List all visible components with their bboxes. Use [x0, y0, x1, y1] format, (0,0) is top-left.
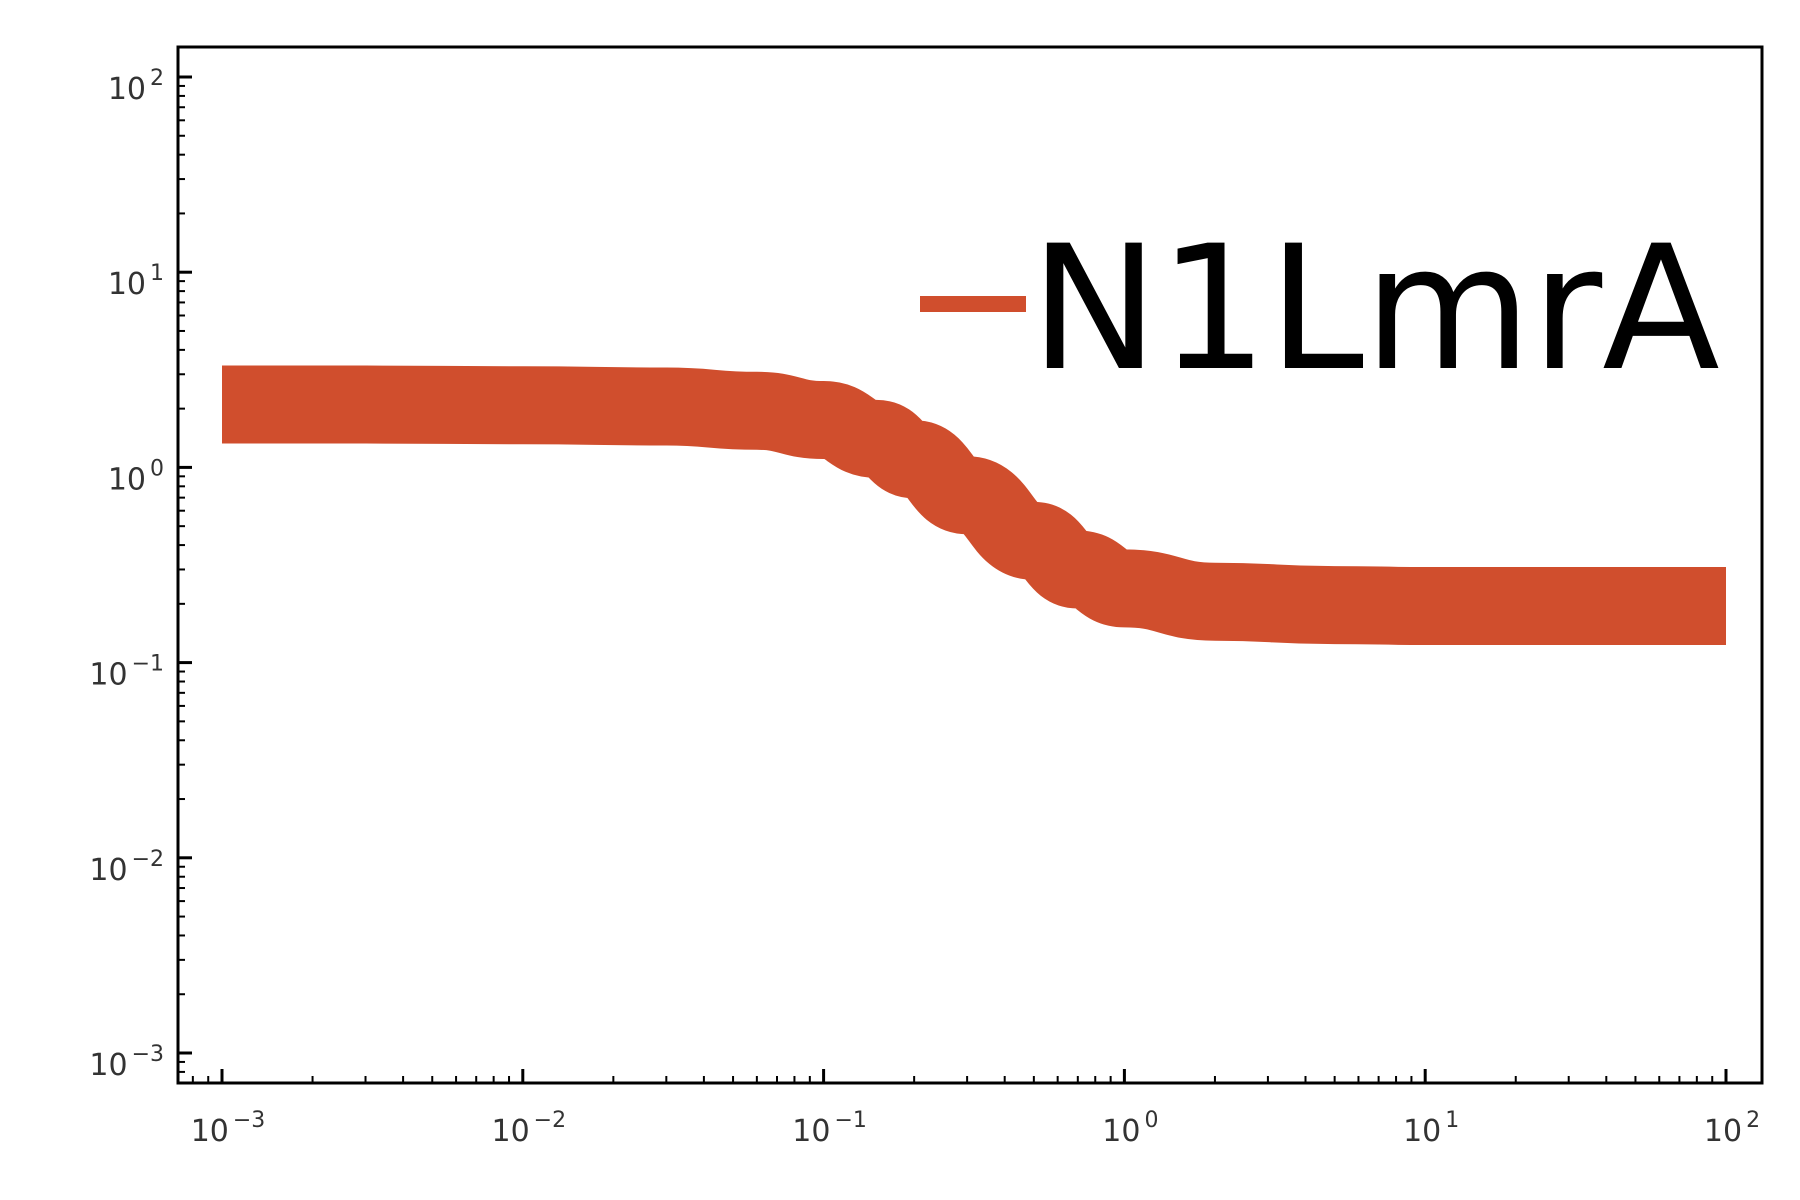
y-tick-label: 10 −1 [89, 652, 164, 693]
y-tick-label: 10 2 [108, 66, 164, 107]
legend-swatch [920, 296, 1026, 312]
y-tick-label: 10 1 [108, 261, 164, 302]
x-tick-label: 10 −1 [792, 1108, 867, 1149]
y-tick-label: 10 0 [108, 456, 164, 497]
legend: N1LmrA [920, 208, 1720, 409]
x-tick-label: 10 1 [1403, 1108, 1459, 1149]
series-line [222, 365, 1726, 646]
x-tick-label: 10 −2 [491, 1108, 566, 1149]
tick-labels: 10 −3 10 −2 10 −1 10 0 10 1 10 2 10 −3 10 −2 10 −1 10 0 10 1 1… [89, 66, 1760, 1149]
y-tick-label: 10 −2 [89, 847, 164, 888]
legend-label: N1LmrA [1030, 208, 1720, 409]
x-tick-label: 10 2 [1704, 1108, 1760, 1149]
x-tick-label: 10 −3 [191, 1108, 266, 1149]
y-tick-label: 10 −3 [89, 1042, 164, 1083]
plot-frame [176, 45, 1764, 1085]
series-layer [222, 365, 1726, 646]
x-tick-label: 10 0 [1102, 1108, 1158, 1149]
